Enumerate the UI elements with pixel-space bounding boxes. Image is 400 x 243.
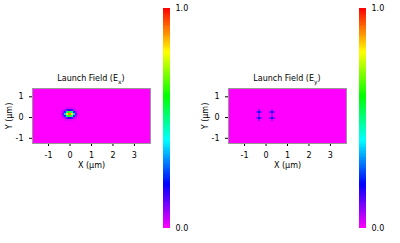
svg-text:2: 2: [306, 151, 311, 160]
svg-text:2: 2: [110, 151, 115, 160]
svg-text:-1: -1: [16, 134, 24, 143]
svg-text:0: 0: [67, 151, 72, 160]
svg-text:Y (μm): Y (μm): [5, 103, 14, 131]
svg-text:-1: -1: [45, 151, 53, 160]
svg-text:1: 1: [89, 151, 94, 160]
svg-text:3: 3: [328, 151, 333, 160]
svg-text:Y (μm): Y (μm): [201, 103, 210, 131]
html-text:Launch Field (Ey): Launch Field (Ey): [253, 74, 321, 85]
svg-text:0: 0: [263, 151, 268, 160]
html-text:Launch Field (Ex): Launch Field (Ex): [57, 74, 125, 85]
svg-text:X (μm): X (μm): [78, 161, 105, 170]
svg-text:0: 0: [214, 113, 219, 122]
svg-text:1.0: 1.0: [372, 4, 385, 13]
svg-text:X (μm): X (μm): [274, 161, 301, 170]
svg-text:1: 1: [285, 151, 290, 160]
svg-text:1: 1: [214, 92, 219, 101]
svg-text:1: 1: [18, 92, 23, 101]
svg-text:-1: -1: [212, 134, 220, 143]
svg-text:1.0: 1.0: [176, 4, 189, 13]
svg-text:3: 3: [132, 151, 137, 160]
svg-text:0.0: 0.0: [176, 224, 189, 233]
svg-text:-1: -1: [241, 151, 249, 160]
svg-text:0.0: 0.0: [372, 224, 385, 233]
svg-text:0: 0: [18, 113, 23, 122]
